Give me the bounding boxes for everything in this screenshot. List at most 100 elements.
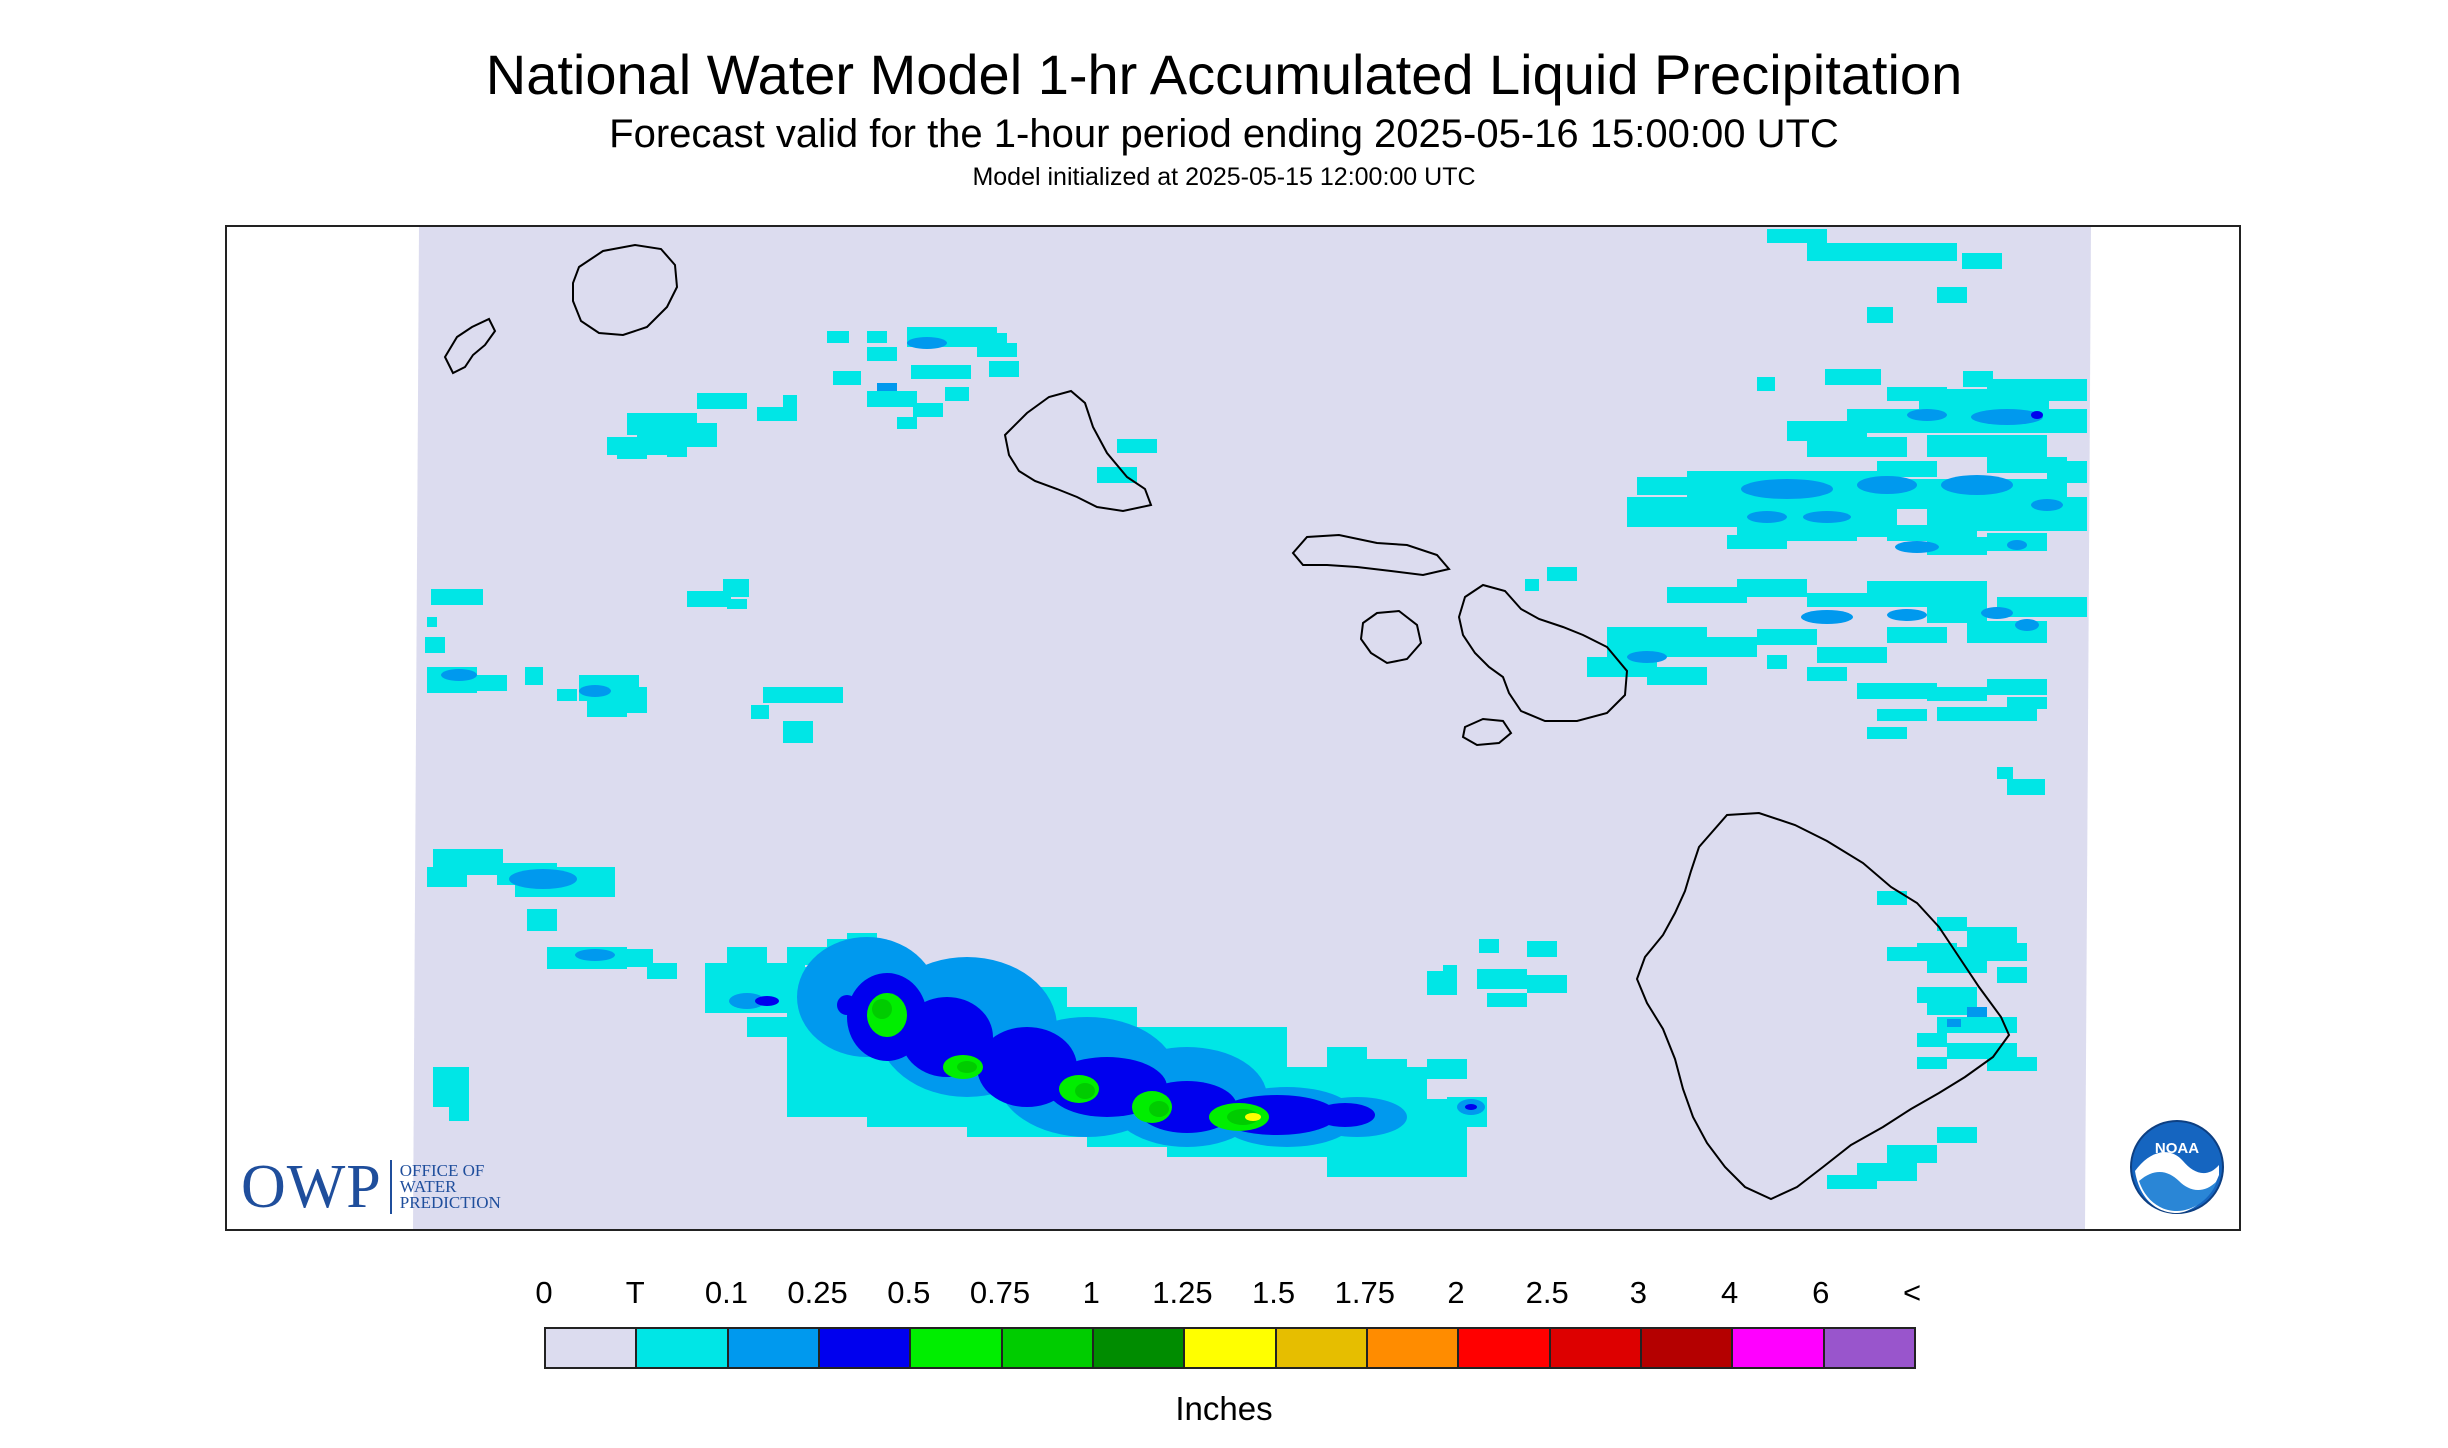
precip-cell xyxy=(427,617,437,627)
precip-cell xyxy=(913,403,943,417)
precip-cell xyxy=(427,867,467,887)
precip-cell xyxy=(1487,993,1527,1007)
precip-cell xyxy=(1887,947,1927,961)
legend-tick-label: 2.5 xyxy=(1525,1275,1569,1310)
legend-unit-label: Inches xyxy=(1175,1390,1273,1427)
legend-swatch xyxy=(1185,1329,1277,1367)
precip-cell xyxy=(431,589,483,605)
precip-cell xyxy=(757,407,797,421)
legend-tick-label: T xyxy=(625,1275,645,1310)
model-init-note: Model initialized at 2025-05-15 12:00:00… xyxy=(972,163,1476,191)
precip-cell xyxy=(1547,567,1577,581)
precip-cell xyxy=(1787,527,1857,541)
legend-tick-label: < xyxy=(1902,1275,1922,1310)
precip-cell xyxy=(1947,1019,1961,1027)
precipitation-field xyxy=(425,229,2087,1189)
precip-cell xyxy=(1927,687,1987,701)
legend-swatch xyxy=(1550,1329,1642,1367)
precip-cell xyxy=(1987,1057,2037,1071)
precip-cell xyxy=(557,689,577,701)
legend-swatch xyxy=(1459,1329,1551,1367)
precip-cell xyxy=(1357,1059,1407,1079)
precip-cell xyxy=(575,949,615,961)
precip-cell xyxy=(755,996,779,1006)
precip-cell xyxy=(1427,1059,1467,1079)
precip-cell xyxy=(1227,1109,1259,1125)
precip-cell xyxy=(867,391,917,407)
legend-tick-label: 4 xyxy=(1720,1275,1739,1310)
precip-cell xyxy=(1987,679,2047,695)
legend-swatch xyxy=(819,1329,912,1367)
precip-cell xyxy=(1877,891,1907,905)
precip-cell xyxy=(2047,461,2087,483)
precip-cell xyxy=(977,343,1017,357)
precip-cell xyxy=(1757,377,1775,391)
map-title: National Water Model 1-hr Accumulated Li… xyxy=(485,43,1963,106)
forecast-valid-subtitle: Forecast valid for the 1-hour period end… xyxy=(609,112,1839,156)
precip-cell xyxy=(827,331,849,343)
precip-cell xyxy=(1737,579,1807,597)
map-panel: OWP OFFICE OF WATER PREDICTION NOAA xyxy=(225,225,2241,1231)
niihau-outline xyxy=(443,317,497,375)
precip-cell xyxy=(1647,667,1707,685)
molokai-outline xyxy=(1291,533,1451,577)
precip-cell xyxy=(1867,307,1893,323)
precip-cell xyxy=(1807,243,1877,261)
precip-cell xyxy=(1465,1104,1477,1110)
owp-line-2: WATER xyxy=(399,1177,457,1196)
precip-cell xyxy=(1877,1169,1897,1181)
precip-cell xyxy=(751,705,769,719)
precip-cell xyxy=(1527,975,1567,993)
precip-cell xyxy=(897,417,917,429)
precip-cell xyxy=(907,337,947,349)
precip-cell xyxy=(1963,371,1993,387)
precip-cell xyxy=(1917,987,1977,1003)
legend-swatch xyxy=(728,1329,820,1367)
precip-cell xyxy=(1075,1083,1095,1099)
precip-cell xyxy=(1443,965,1457,975)
legend-swatch xyxy=(1093,1329,1186,1367)
legend-tick-label: 0.5 xyxy=(887,1275,931,1310)
legend-swatch xyxy=(1367,1329,1460,1367)
owp-line-3: PREDICTION xyxy=(399,1193,501,1212)
precip-cell xyxy=(1315,1103,1375,1127)
precip-cell xyxy=(1927,537,1987,555)
owp-logo-divider xyxy=(389,1160,392,1214)
precip-cell xyxy=(587,701,627,717)
precip-cell xyxy=(783,395,797,409)
precip-cell xyxy=(2031,411,2043,419)
precip-cell xyxy=(763,687,843,703)
precip-cell xyxy=(1825,369,1881,385)
kauai-outline xyxy=(572,243,679,337)
legend-swatch xyxy=(1641,1329,1734,1367)
oahu-outline xyxy=(1003,389,1153,513)
noaa-logo: NOAA xyxy=(2130,1120,2224,1214)
precip-cell xyxy=(1767,229,1827,243)
precip-cell xyxy=(727,599,747,609)
legend-tick-label: 6 xyxy=(1812,1275,1830,1310)
owp-logo-mark: OWP xyxy=(241,1153,382,1221)
precip-cell xyxy=(1827,1175,1877,1189)
precip-cell xyxy=(477,675,507,691)
precip-cell xyxy=(1525,579,1539,591)
legend-swatch xyxy=(637,1329,729,1367)
precip-cell xyxy=(2007,697,2047,709)
precip-cell xyxy=(687,591,731,607)
legend-swatch xyxy=(1733,1329,1825,1367)
precip-cell xyxy=(1907,409,1947,421)
precip-cell xyxy=(1867,727,1907,739)
precip-cell xyxy=(1967,1007,1987,1017)
lanai-outline xyxy=(1359,609,1423,665)
precip-cell xyxy=(603,949,653,967)
precip-cell xyxy=(1807,667,1847,681)
precip-cell xyxy=(1877,243,1957,261)
precip-cell xyxy=(1887,1145,1937,1163)
hawaii-big-island-outline xyxy=(1635,811,2011,1201)
precip-cell xyxy=(1895,541,1939,553)
precip-cell xyxy=(747,1017,787,1037)
precip-cell xyxy=(697,393,747,409)
precip-cell xyxy=(1937,917,1967,931)
precip-cell xyxy=(1987,379,2087,401)
precip-cell xyxy=(2031,499,2063,511)
precip-cell xyxy=(872,999,892,1019)
